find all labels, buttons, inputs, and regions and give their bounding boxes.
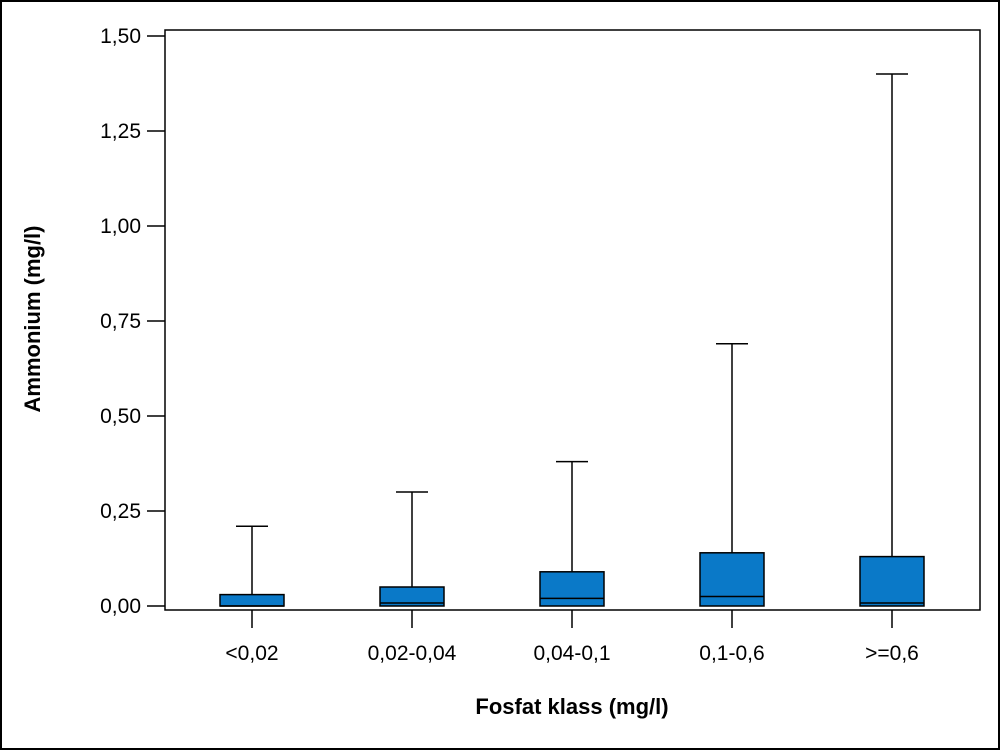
- x-tick-label: 0,02-0,04: [368, 642, 457, 665]
- y-tick-label: 0,25: [100, 500, 141, 523]
- y-tick-label: 1,25: [100, 120, 141, 143]
- x-tick-label: <0,02: [225, 642, 278, 665]
- box: [219, 593, 285, 607]
- x-axis: <0,02 0,02-0,04 0,04-0,1 0,1-0,6 >=0,6: [225, 610, 919, 665]
- y-tick-label: 1,00: [100, 215, 141, 238]
- box: [699, 552, 765, 607]
- x-tick-label: >=0,6: [865, 642, 919, 665]
- y-tick-label: 0,75: [100, 310, 141, 333]
- boxes: [219, 73, 925, 607]
- x-axis-title: Fosfat klass (mg/l): [475, 694, 668, 719]
- y-tick-label: 0,00: [100, 595, 141, 618]
- y-axis-title: Ammonium (mg/l): [20, 226, 45, 413]
- x-tick-label: 0,1-0,6: [699, 642, 764, 665]
- box: [859, 555, 925, 607]
- x-tick-label: 0,04-0,1: [533, 642, 610, 665]
- y-tick-label: 1,50: [100, 25, 141, 48]
- y-axis: 0,00 0,25 0,50 0,75 1,00 1,25 1,50: [100, 25, 165, 618]
- box: [379, 586, 445, 607]
- y-tick-label: 0,50: [100, 405, 141, 428]
- box: [539, 571, 605, 607]
